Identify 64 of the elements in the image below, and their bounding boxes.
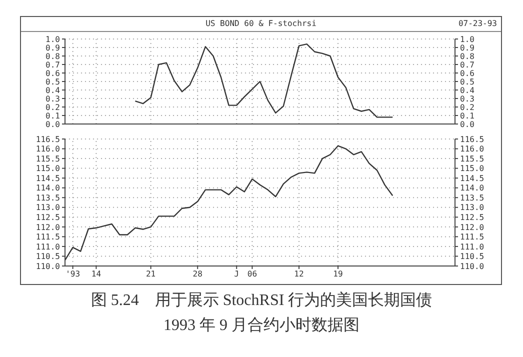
x-tick-label: 06 [247,270,258,279]
y2-tick-label: 111.0 [460,242,484,252]
y-tick-label: 1.0 [46,34,60,44]
x-tick-label: 19 [333,270,343,279]
y-tick-label: 114.0 [36,184,60,193]
x-tick-label: 14 [91,270,102,279]
y2-tick-label: 116.0 [460,144,484,154]
y-tick-label: 110.5 [36,252,60,262]
y2-tick-label: 115.0 [460,164,484,174]
line-series [134,44,394,118]
y-tick-label: 112.0 [36,222,60,232]
y2-tick-label: 0.0 [460,120,475,129]
y-tick-label: 110.0 [36,262,60,271]
y2-tick-label: 114.5 [460,174,484,183]
y-tick-label: 111.5 [36,232,60,242]
y2-tick-label: 0.4 [460,86,475,95]
y-tick-label: 0.2 [46,102,60,112]
y2-tick-label: 0.5 [460,77,475,86]
y2-tick-label: 1.0 [460,34,475,44]
x-tick-label: 21 [146,270,156,279]
y-tick-label: 112.5 [36,212,60,222]
y2-tick-label: 0.9 [460,43,475,52]
y2-tick-label: 113.0 [460,203,484,212]
y-tick-label: 0.1 [46,111,60,120]
y2-tick-label: 110.0 [460,262,484,271]
y-tick-label: 0.3 [46,94,60,104]
x-tick-label: '93 [66,270,80,279]
chart-title: US BOND 60 & F-stochrsi [206,19,316,28]
x-tick-label: 28 [192,270,203,279]
y2-tick-label: 110.5 [460,252,484,262]
y2-tick-label: 0.8 [460,52,475,61]
y-tick-label: 113.5 [36,193,60,202]
line-series [64,145,394,261]
x-tick-label: 12 [294,270,304,279]
y-tick-label: 114.5 [36,174,60,183]
y-tick-label: 0.9 [46,43,60,52]
y2-tick-label: 0.2 [460,102,475,112]
y2-tick-label: 0.7 [460,60,475,70]
y2-tick-label: 116.5 [460,134,484,144]
y-tick-label: 111.0 [36,242,60,252]
caption: 图 5.24 用于展示 StochRSI 行为的美国长期国债 [90,290,434,311]
y-tick-label: 0.8 [46,52,60,61]
text: 1993 年 9 月合约小时数据图 [162,316,360,336]
y2-tick-label: 0.3 [460,94,475,104]
y-tick-label: 116.5 [36,134,60,144]
y-tick-label: 115.0 [36,164,60,174]
y-tick-label: 0.5 [46,77,60,86]
y2-tick-label: 0.6 [460,68,475,78]
y-tick-label: 115.5 [36,154,60,164]
y-tick-label: 0.7 [46,60,60,70]
y2-tick-label: 112.5 [460,212,484,222]
y-tick-label: 0.4 [46,86,60,95]
y-tick-label: 113.0 [36,203,60,212]
y2-tick-label: 115.5 [460,154,484,164]
y2-tick-label: 111.5 [460,232,484,242]
y2-tick-label: 114.0 [460,184,484,193]
y2-tick-label: 0.1 [460,111,475,120]
y-tick-label: 116.0 [36,144,60,154]
y-tick-label: 0.6 [46,68,60,78]
x-tick-label: J [234,270,240,279]
y2-tick-label: 113.5 [460,193,484,202]
text: 07-23-93 [458,19,497,28]
y-tick-label: 0.0 [46,120,60,129]
y2-tick-label: 112.0 [460,222,484,232]
